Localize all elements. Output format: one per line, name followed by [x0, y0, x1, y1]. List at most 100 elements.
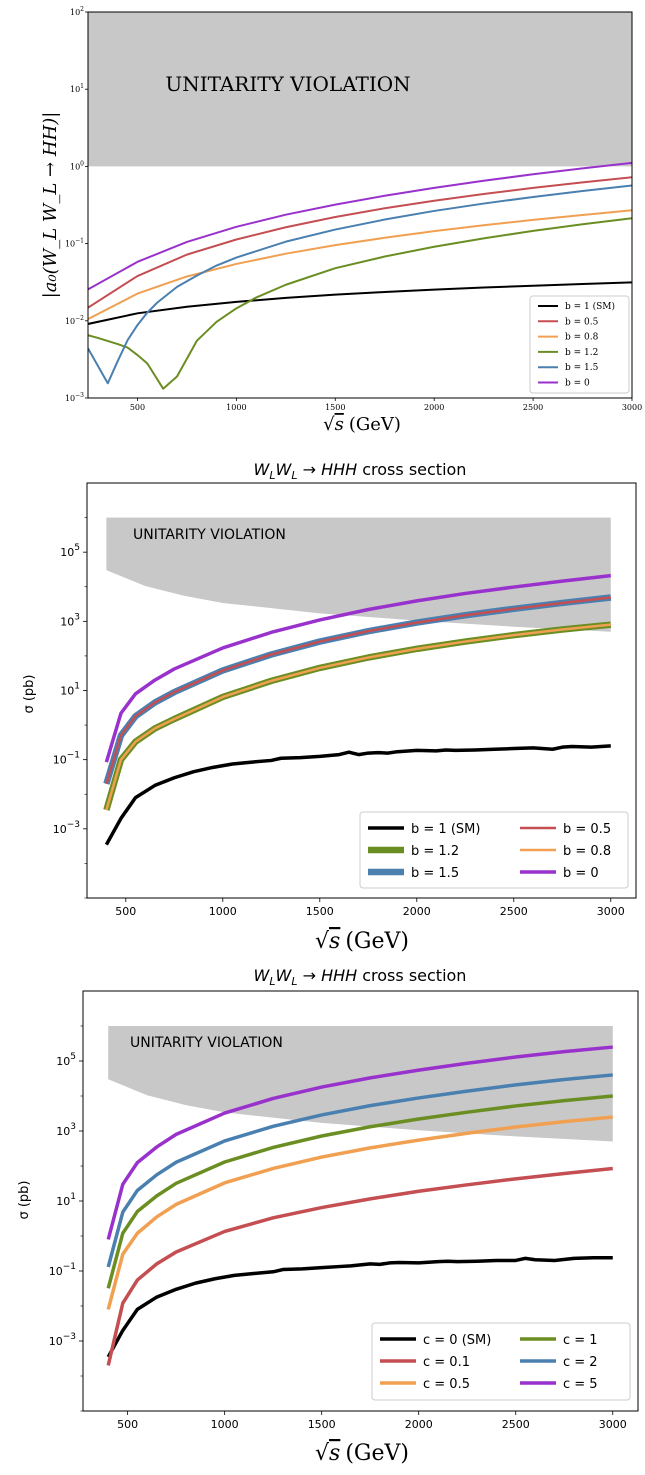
chart3-xlabel-unit: (GeV): [345, 1441, 409, 1466]
chart1-xlabel-unit: (GeV): [349, 414, 401, 435]
legend-entry-label: b = 0.8: [565, 333, 599, 343]
y-tick-label: 103: [60, 612, 80, 628]
series-line-c-0-5: [106, 1115, 613, 1310]
unitarity-violation-region: [108, 1026, 613, 1142]
legend-entry-label: b = 1.2: [411, 844, 459, 859]
x-tick-label: 2000: [424, 403, 444, 412]
chart3-xlabel-s: s: [329, 1441, 340, 1466]
chart2-ylabel: σ (pb): [22, 674, 37, 713]
series-line-b-1-sm-: [104, 744, 611, 846]
x-tick-label: 1500: [306, 905, 334, 918]
series-line-b-0: [104, 573, 611, 763]
chart1-xlabel-sqrt: √: [323, 414, 335, 435]
y-tick-label: 101: [60, 682, 80, 698]
chart-amplitude: |a₀(W_L W_L → HH)| √s (GeV): [40, 112, 401, 435]
chart1-xlabel: √s (GeV): [323, 414, 401, 435]
y-tick-label: 10−1: [53, 751, 80, 767]
chart2-title-arrow: →: [297, 460, 321, 479]
chart3-title-arrow: →: [297, 966, 321, 985]
x-tick-label: 500: [117, 1418, 138, 1431]
legend-entry-label: b = 1.5: [411, 866, 459, 881]
y-tick-label: 102: [70, 6, 84, 17]
chart3-title-s2: L: [291, 975, 297, 988]
chart3-title-w2: W: [276, 966, 293, 985]
series-line-c-0-sm-: [106, 1255, 613, 1358]
unitarity-violation-label: UNITARITY VIOLATION: [133, 527, 286, 543]
x-tick-label: 2500: [523, 403, 543, 412]
x-tick-label: 1000: [209, 905, 237, 918]
legend-entry-label: b = 0.5: [565, 317, 599, 327]
x-tick-label: 3000: [599, 1418, 627, 1431]
chart1-plot: UNITARITY VIOLATION 500 1000 1500 2000 2500 30…: [65, 6, 642, 412]
y-tick-label: 101: [70, 83, 84, 94]
chart1-series-group: [88, 161, 632, 390]
x-tick-label: 500: [115, 905, 136, 918]
x-tick-label: 2500: [500, 905, 528, 918]
chart1-axes-frame: [87, 11, 633, 399]
legend-entry-label: b = 0.8: [563, 844, 611, 859]
chart3-plot: UNITARITY VIOLATION 500 1000 1500 2000 2500 30…: [49, 990, 639, 1431]
series-line-b-1-2: [103, 621, 612, 811]
legend-entry-label: c = 0.5: [423, 1377, 470, 1392]
legend-entry-label: b = 1 (SM): [565, 301, 615, 312]
x-tick-label: 500: [130, 403, 145, 412]
legend-box: [371, 1322, 631, 1401]
legend-entry-label: b = 0: [563, 866, 599, 881]
chart1-ylabel: |a₀(W_L W_L → HH)|: [40, 112, 61, 299]
series-line-c-1: [106, 1094, 613, 1289]
chart2-title-rest: cross section: [357, 460, 466, 479]
unitarity-violation-label: UNITARITY VIOLATION: [165, 72, 410, 96]
chart2-xlabel: √s (GeV): [315, 929, 409, 954]
series-line-b-0-5: [88, 176, 632, 309]
chart3-series-group: [106, 1045, 613, 1366]
series-line-c-0-1: [106, 1166, 613, 1366]
x-tick-label: 2000: [405, 1418, 433, 1431]
unitarity-violation-region: [88, 12, 632, 167]
legend-entry-label: c = 2: [563, 1355, 598, 1370]
legend-entry-label: c = 1: [563, 1333, 598, 1348]
chart2-plot: UNITARITY VIOLATION 500 1000 1500 2000 2500 30…: [53, 482, 637, 918]
chart2-xlabel-sqrt: √: [315, 929, 330, 954]
unitarity-violation-label: UNITARITY VIOLATION: [130, 1035, 283, 1051]
chart3-legend: c = 0 (SM) c = 0.1 c = 0.5 c = 1 c = 2 c = 5: [371, 1322, 631, 1401]
y-tick-label: 10−3: [53, 820, 80, 836]
x-tick-label: 3000: [597, 905, 625, 918]
chart3-title-w1: W: [254, 966, 271, 985]
chart2-title: WLWL → HHH cross section: [254, 460, 467, 482]
chart2-title-w2: W: [276, 460, 293, 479]
series-line-c-2: [106, 1073, 613, 1268]
x-tick-label: 1500: [325, 403, 345, 412]
chart2-series-group: [103, 573, 612, 846]
chart1-legend: b = 1 (SM) b = 0.5 b = 0.8 b = 1.2 b = 1.5 b …: [529, 295, 630, 394]
chart2-xlabel-s: s: [329, 929, 340, 954]
chart3-ylabel: σ (pb): [17, 1180, 32, 1219]
y-tick-label: 101: [56, 1192, 76, 1208]
chart3-title-rest: cross section: [357, 966, 466, 985]
x-tick-label: 1000: [211, 1418, 239, 1431]
y-tick-label: 105: [60, 543, 80, 559]
y-tick-label: 10−3: [65, 392, 84, 403]
chart2-xlabel-unit: (GeV): [345, 929, 409, 954]
series-line-b-0-5: [105, 596, 611, 785]
series-line-b-1-2: [88, 217, 632, 390]
y-tick-label: 10−2: [65, 315, 84, 326]
y-tick-label: 100: [70, 160, 84, 171]
legend-entry-label: b = 0.5: [563, 822, 611, 837]
series-line-b-0-8: [105, 623, 611, 811]
series-line-b-0-8: [88, 209, 632, 321]
x-tick-label: 3000: [622, 403, 642, 412]
chart2-title-hhh: HHH: [321, 460, 357, 479]
x-tick-label: 2500: [502, 1418, 530, 1431]
legend-box: [359, 811, 629, 889]
chart-cross-section-b: WLWL → HHH cross section σ (pb) √s (GeV): [22, 460, 466, 954]
y-tick-label: 10−3: [49, 1332, 76, 1348]
legend-entry-label: b = 1.5: [565, 363, 599, 373]
x-tick-label: 1000: [226, 403, 246, 412]
chart1-xlabel-s: s: [335, 414, 344, 435]
legend-entry-label: b = 0: [565, 379, 590, 389]
chart-cross-section-c: WLWL → HHH cross section σ (pb) √s (GeV): [17, 966, 466, 1466]
chart2-title-w1: W: [254, 460, 271, 479]
x-tick-label: 2000: [403, 905, 431, 918]
chart3-title-s1: L: [269, 975, 275, 988]
